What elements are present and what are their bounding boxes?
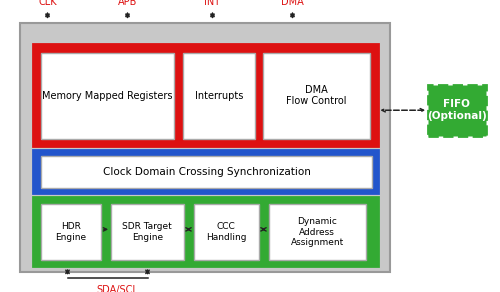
Text: Memory Mapped Registers: Memory Mapped Registers [42,91,172,101]
Text: DMA: DMA [281,0,304,7]
Bar [268,204,366,260]
Bar [111,204,184,260]
Text: SDA/SCL: SDA/SCL [96,285,138,292]
Text: CLK: CLK [38,0,57,7]
Bar [182,53,255,139]
Bar [41,204,101,260]
Text: INT: INT [204,0,220,7]
Bar [428,85,486,136]
Text: Clock Domain Crossing Synchronization: Clock Domain Crossing Synchronization [102,167,310,177]
Text: SDR Target
Engine: SDR Target Engine [122,223,172,242]
Bar [20,23,390,272]
Text: Dynamic
Address
Assignment: Dynamic Address Assignment [290,217,344,247]
Text: DMA
Flow Control: DMA Flow Control [286,85,346,106]
Bar [194,204,258,260]
Text: HDR
Engine: HDR Engine [56,223,86,242]
Bar [41,53,173,139]
Text: FIFO
(Optional): FIFO (Optional) [427,100,486,121]
Bar [41,156,372,188]
Text: APB: APB [118,0,137,7]
Text: Interrupts: Interrupts [194,91,243,101]
Bar [32,150,378,193]
Bar [32,197,378,266]
Bar [262,53,370,139]
Bar [32,44,378,146]
Text: CCC
Handling: CCC Handling [206,223,246,242]
